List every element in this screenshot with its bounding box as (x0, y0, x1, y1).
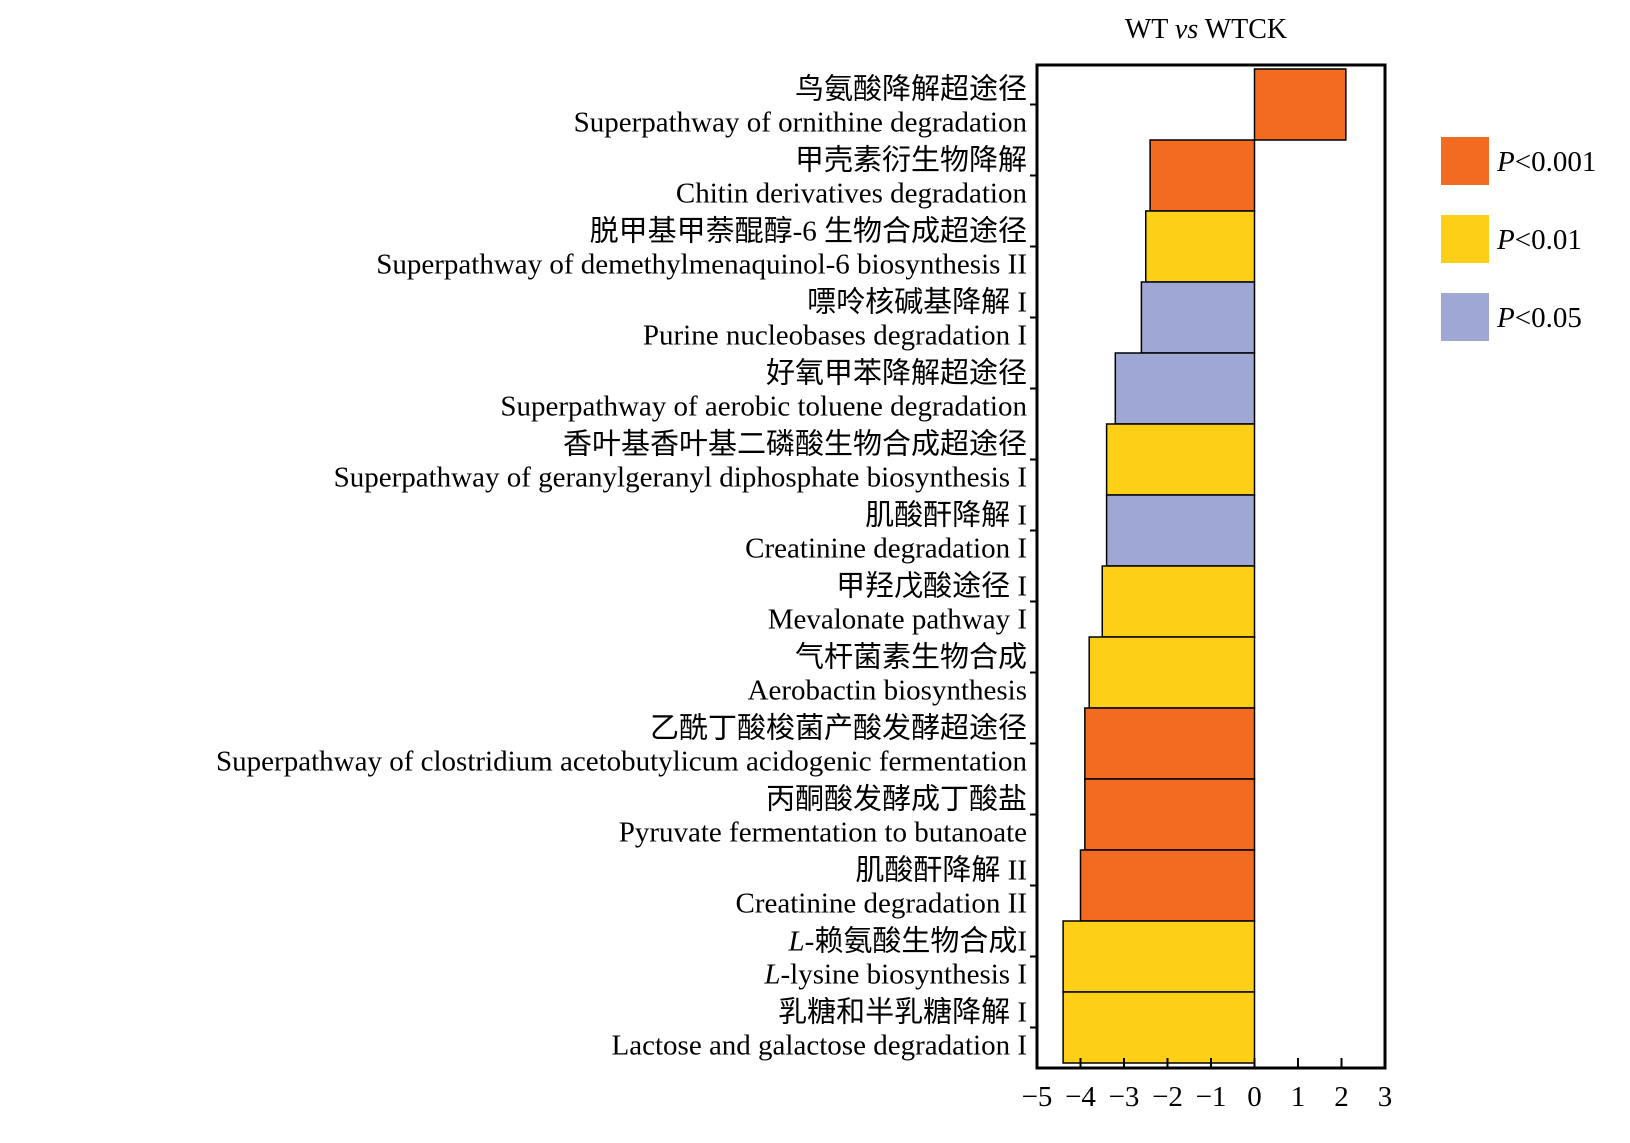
bar (1149, 139, 1256, 212)
bar (1253, 68, 1347, 141)
category-label-en: Mevalonate pathway I (768, 604, 1027, 636)
category-label-cn: 鸟氨酸降解超途径 (795, 73, 1027, 106)
x-tick-label: 3 (1378, 1081, 1393, 1113)
category-label-cn: 嘌呤核碱基降解 I (807, 286, 1027, 319)
bar (1088, 636, 1256, 709)
x-axis: −5 −4 −3 −2 −1 0 1 2 3 (1022, 1058, 1393, 1113)
category-label-en: L-lysine biosynthesis I (763, 959, 1027, 991)
category-label-cn: 气杆菌素生物合成 (795, 641, 1027, 674)
bar (1114, 352, 1256, 425)
category-label-cn: 香叶基香叶基二磷酸生物合成超途径 (563, 428, 1027, 461)
bar (1101, 565, 1256, 638)
category-label-cn: 乳糖和半乳糖降解 I (778, 996, 1027, 1029)
legend-label: P<0.05 (1496, 302, 1582, 334)
category-label-en: Purine nucleobases degradation I (643, 320, 1027, 352)
legend-label: P<0.01 (1496, 224, 1582, 256)
x-tick-label: −2 (1152, 1081, 1183, 1113)
bar (1105, 494, 1256, 567)
category-label-cn: 肌酸酐降解 II (855, 854, 1027, 887)
category-label-cn: 乙酰丁酸梭菌产酸发酵超途径 (650, 712, 1027, 745)
chart-title: WT vs WTCK (1125, 14, 1287, 45)
category-label-cn: 脱甲基甲萘醌醇-6 生物合成超途径 (590, 215, 1027, 248)
x-tick-label: −3 (1109, 1081, 1140, 1113)
legend-label: P<0.001 (1496, 146, 1596, 178)
bar (1145, 210, 1256, 283)
legend-swatch (1441, 137, 1489, 185)
category-label-cn: L-赖氨酸生物合成I (788, 925, 1027, 958)
bar (1079, 849, 1256, 922)
category-label-cn: 好氧甲苯降解超途径 (766, 357, 1027, 390)
category-label-en: Aerobactin biosynthesis (748, 675, 1027, 707)
x-tick-label: −4 (1065, 1081, 1096, 1113)
x-tick-label: 0 (1247, 1081, 1262, 1113)
category-label-en: Creatinine degradation I (745, 533, 1027, 565)
category-label-en: Superpathway of demethylmenaquinol-6 bio… (376, 249, 1027, 281)
legend-swatch (1441, 215, 1489, 263)
category-label-cn: 丙酮酸发酵成丁酸盐 (766, 783, 1027, 816)
x-tick-label: 2 (1334, 1081, 1349, 1113)
category-label-cn: 肌酸酐降解 I (865, 499, 1027, 532)
category-label-en: Pyruvate fermentation to butanoate (619, 817, 1027, 849)
legend-swatch (1441, 293, 1489, 341)
category-label-en: Superpathway of geranylgeranyl diphospha… (334, 462, 1027, 494)
bar (1084, 707, 1256, 780)
category-label-cn: 甲壳素衍生物降解 (795, 144, 1027, 177)
x-tick-label: −5 (1022, 1081, 1053, 1113)
bar (1062, 991, 1256, 1064)
x-tick-label: −1 (1196, 1081, 1227, 1113)
category-label-en: Superpathway of aerobic toluene degradat… (500, 391, 1027, 423)
category-label-en: Lactose and galactose degradation I (612, 1030, 1027, 1062)
x-tick-label: 1 (1291, 1081, 1306, 1113)
category-label-en: Superpathway of ornithine degradation (574, 107, 1028, 139)
legend: P<0.001 P<0.01 P<0.05 (1441, 137, 1596, 341)
category-label-en: Superpathway of clostridium acetobutylic… (216, 746, 1027, 778)
bar (1062, 920, 1256, 993)
category-label-en: Creatinine degradation II (736, 888, 1028, 920)
bar (1140, 281, 1256, 354)
bar (1105, 423, 1256, 496)
bar (1084, 778, 1256, 851)
category-label-en: Chitin derivatives degradation (676, 178, 1028, 210)
bars (1062, 68, 1347, 1064)
category-label-cn: 甲羟戊酸途径 I (836, 570, 1027, 603)
